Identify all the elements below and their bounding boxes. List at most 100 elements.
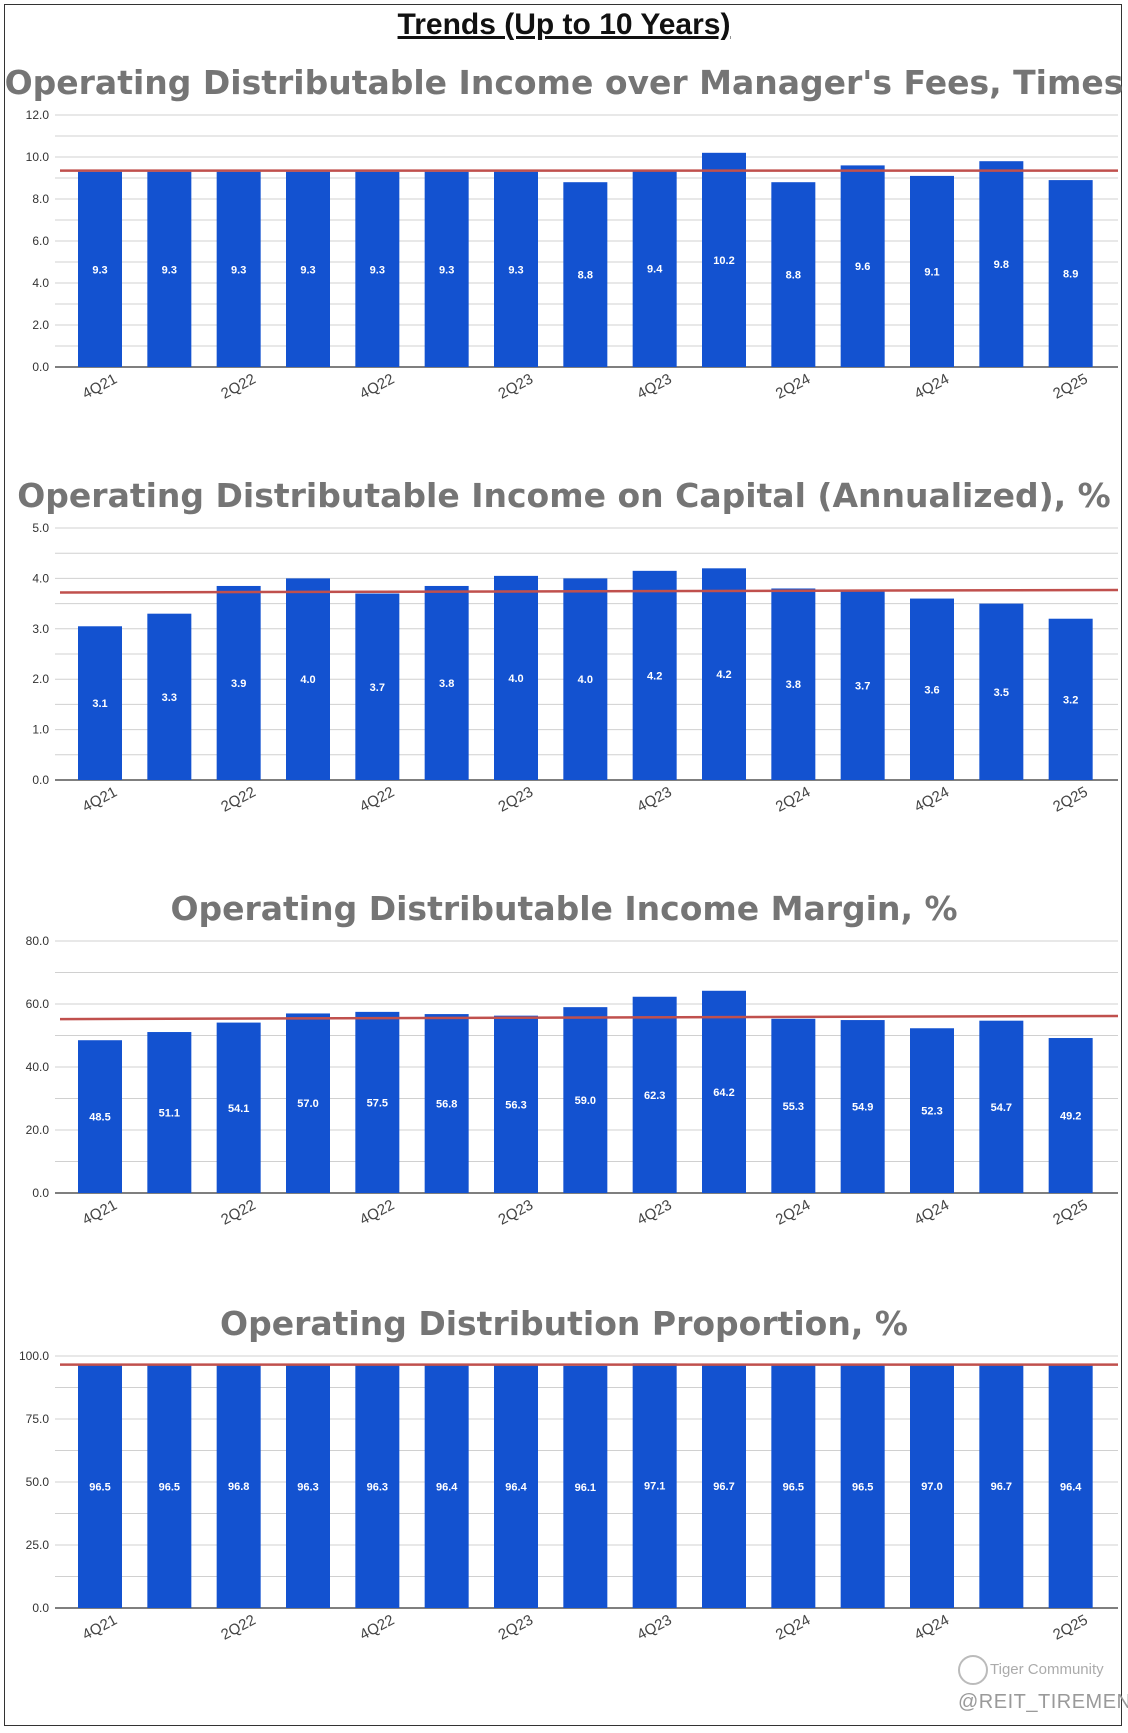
income-margin-data-label: 64.2 bbox=[713, 1087, 734, 1099]
income-margin-data-label: 51.1 bbox=[159, 1108, 180, 1120]
return-on-capital-ytick-label: 0.0 bbox=[32, 773, 49, 787]
distribution-proportion-data-label: 96.3 bbox=[367, 1482, 388, 1494]
distribution-proportion-data-label: 96.5 bbox=[89, 1481, 110, 1493]
income-margin-bar-1q22 bbox=[147, 1032, 192, 1193]
income-margin-bar-1q24 bbox=[702, 990, 746, 1193]
fees-multiple-data-label: 9.1 bbox=[924, 266, 939, 278]
return-on-capital-bar-1q22 bbox=[147, 613, 192, 780]
return-on-capital-bar-4q22 bbox=[355, 593, 400, 780]
distribution-proportion-ytick-label: 75.0 bbox=[26, 1412, 50, 1426]
return-on-capital-data-label: 3.1 bbox=[92, 698, 107, 710]
fees-multiple-ytick-label: 6.0 bbox=[32, 234, 49, 248]
watermark-brand: Tiger Community bbox=[990, 1661, 1104, 1678]
income-margin-data-label: 54.1 bbox=[228, 1103, 249, 1115]
return-on-capital-data-label: 4.2 bbox=[647, 670, 662, 682]
income-margin-data-label: 59.0 bbox=[575, 1095, 596, 1107]
return-on-capital-xtick-label: 2Q23 bbox=[496, 783, 536, 815]
income-margin-bar-4q22 bbox=[355, 1011, 400, 1193]
fees-multiple-xtick-label: 4Q23 bbox=[634, 370, 674, 402]
income-margin-ytick-label: 40.0 bbox=[26, 1060, 50, 1074]
return-on-capital-average-line bbox=[59, 588, 1119, 594]
outer-frame bbox=[4, 4, 1122, 1726]
return-on-capital-xtick-label: 2Q25 bbox=[1050, 783, 1090, 815]
distribution-proportion-data-label: 96.4 bbox=[505, 1482, 527, 1494]
income-margin-bar-2q22 bbox=[216, 1022, 261, 1193]
distribution-proportion-xtick-label: 2Q23 bbox=[496, 1611, 536, 1643]
income-margin-xtick-label: 2Q25 bbox=[1050, 1196, 1090, 1228]
fees-multiple-bar-1q24 bbox=[702, 152, 746, 367]
fees-multiple-data-label: 9.3 bbox=[231, 264, 246, 276]
return-on-capital-data-label: 3.5 bbox=[994, 687, 1009, 699]
distribution-proportion-bar-1q25 bbox=[979, 1364, 1024, 1608]
return-on-capital-bar-1q24 bbox=[702, 568, 746, 780]
income-margin-ytick-label: 0.0 bbox=[32, 1186, 49, 1200]
return-on-capital-data-label: 3.2 bbox=[1063, 694, 1078, 706]
income-margin-data-label: 56.3 bbox=[505, 1099, 526, 1111]
return-on-capital-xtick-label: 4Q24 bbox=[912, 783, 952, 815]
distribution-proportion-xtick-label: 4Q22 bbox=[357, 1611, 397, 1643]
income-margin-data-label: 52.3 bbox=[921, 1106, 942, 1118]
income-margin-bar-3q22 bbox=[286, 1013, 330, 1193]
fees-multiple-bar-4q21 bbox=[78, 171, 122, 367]
income-margin-xtick-label: 4Q22 bbox=[357, 1196, 397, 1228]
income-margin-data-label: 56.8 bbox=[436, 1099, 457, 1111]
return-on-capital-bar-2q23 bbox=[494, 575, 538, 780]
fees-multiple-xtick-label: 2Q24 bbox=[773, 370, 813, 402]
distribution-proportion-data-label: 96.3 bbox=[297, 1482, 318, 1494]
fees-multiple-bar-2q23 bbox=[494, 171, 538, 367]
income-margin-data-label: 49.2 bbox=[1060, 1111, 1081, 1123]
distribution-proportion-ytick-label: 25.0 bbox=[26, 1538, 50, 1552]
distribution-proportion-bar-3q23 bbox=[563, 1365, 608, 1608]
return-on-capital-data-label: 4.0 bbox=[578, 674, 593, 686]
income-margin-xtick-label: 4Q24 bbox=[912, 1196, 952, 1228]
fees-multiple-ytick-label: 2.0 bbox=[32, 318, 49, 332]
fees-multiple-xtick-label: 2Q22 bbox=[218, 370, 258, 402]
return-on-capital-ytick-label: 2.0 bbox=[32, 672, 49, 686]
distribution-proportion-data-label: 97.0 bbox=[921, 1481, 942, 1493]
income-margin-bar-3q23 bbox=[563, 1007, 608, 1193]
distribution-proportion-bar-4q24 bbox=[910, 1363, 954, 1608]
income-margin-xtick-label: 2Q23 bbox=[496, 1196, 536, 1228]
chart-income-margin: Operating Distributable Income Margin, %… bbox=[26, 889, 1119, 1229]
fees-multiple-data-label: 9.3 bbox=[92, 264, 107, 276]
income-margin-xtick-label: 2Q24 bbox=[773, 1196, 813, 1228]
return-on-capital-bar-3q24 bbox=[840, 591, 885, 780]
chart-fees-multiple: Operating Distributable Income over Mana… bbox=[5, 63, 1124, 403]
fees-multiple-bar-3q23 bbox=[563, 182, 608, 367]
fees-multiple-data-label: 8.8 bbox=[578, 270, 593, 282]
fees-multiple-data-label: 9.6 bbox=[855, 261, 870, 273]
return-on-capital-bar-3q22 bbox=[286, 578, 330, 780]
income-margin-title: Operating Distributable Income Margin, % bbox=[170, 889, 957, 928]
income-margin-xtick-label: 4Q21 bbox=[80, 1196, 120, 1228]
fees-multiple-data-label: 9.3 bbox=[300, 264, 315, 276]
distribution-proportion-data-label: 96.7 bbox=[991, 1481, 1012, 1493]
return-on-capital-bar-2q22 bbox=[216, 585, 261, 780]
distribution-proportion-bar-4q21 bbox=[78, 1364, 122, 1608]
fees-multiple-data-label: 9.3 bbox=[162, 264, 177, 276]
watermark-handle: @REIT_TIREMENT bbox=[958, 1691, 1128, 1713]
chart-distribution-proportion: Operating Distribution Proportion, % 0.0 2… bbox=[19, 1304, 1118, 1644]
return-on-capital-xtick-label: 2Q24 bbox=[773, 783, 813, 815]
fees-multiple-data-label: 9.3 bbox=[508, 264, 523, 276]
distribution-proportion-xtick-label: 4Q23 bbox=[634, 1611, 674, 1643]
distribution-proportion-bar-1q22 bbox=[147, 1364, 192, 1608]
return-on-capital-ytick-label: 3.0 bbox=[32, 622, 49, 636]
distribution-proportion-xtick-label: 2Q22 bbox=[218, 1611, 258, 1643]
chart-return-on-capital: Operating Distributable Income on Capita… bbox=[17, 476, 1119, 816]
income-margin-bar-2q25 bbox=[1048, 1038, 1093, 1193]
return-on-capital-data-label: 3.3 bbox=[162, 692, 177, 704]
distribution-proportion-bar-4q23 bbox=[632, 1363, 677, 1608]
tiger-logo-icon bbox=[958, 1655, 988, 1685]
distribution-proportion-data-label: 96.7 bbox=[713, 1481, 734, 1493]
page-title: Trends (Up to 10 Years) bbox=[397, 8, 731, 41]
fees-multiple-data-label: 8.9 bbox=[1063, 269, 1078, 281]
distribution-proportion-bar-3q22 bbox=[286, 1365, 330, 1608]
fees-multiple-ytick-label: 12.0 bbox=[26, 108, 50, 122]
fees-multiple-bar-4q24 bbox=[910, 175, 954, 367]
fees-multiple-xtick-label: 4Q21 bbox=[80, 370, 120, 402]
return-on-capital-data-label: 3.6 bbox=[924, 684, 939, 696]
income-margin-bar-1q25 bbox=[979, 1020, 1024, 1193]
fees-multiple-bar-1q22 bbox=[147, 171, 192, 367]
fees-multiple-xtick-label: 2Q23 bbox=[496, 370, 536, 402]
income-margin-ytick-label: 20.0 bbox=[26, 1123, 50, 1137]
